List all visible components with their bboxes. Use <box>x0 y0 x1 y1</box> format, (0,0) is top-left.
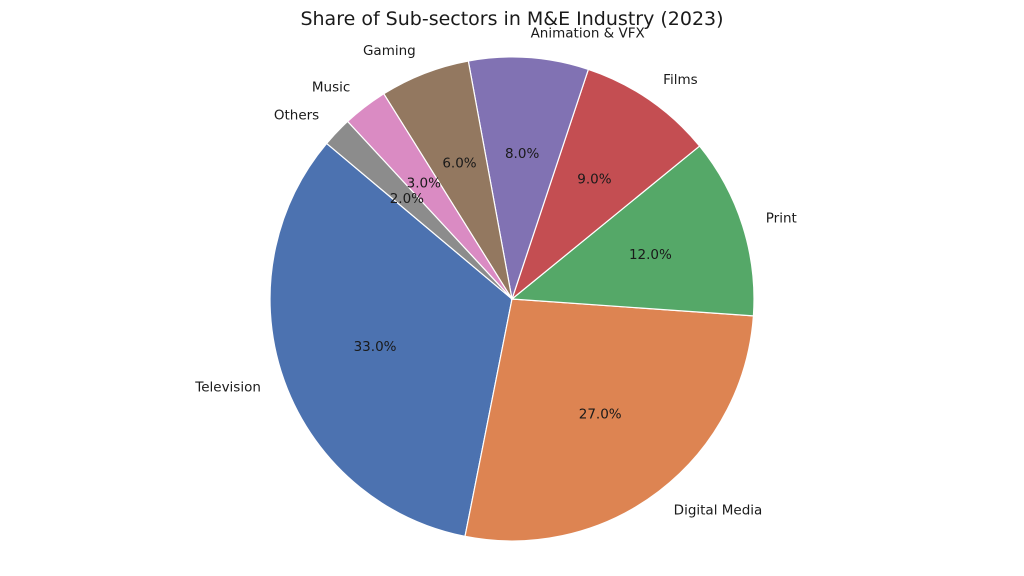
slice-percent-music: 3.0% <box>407 176 441 192</box>
slice-label-digital-media: Digital Media <box>674 502 763 518</box>
slice-label-gaming: Gaming <box>363 43 416 59</box>
slice-percent-others: 2.0% <box>390 191 424 207</box>
slice-label-music: Music <box>312 80 350 96</box>
pie-slice-films <box>510 68 701 301</box>
pie-slice-animation-and-vfx <box>467 56 590 300</box>
pie-slice-print <box>510 145 755 317</box>
chart-title: Share of Sub-sectors in M&E Industry (20… <box>300 8 723 30</box>
slice-label-television: Television <box>194 379 261 395</box>
slice-label-films: Films <box>663 72 697 88</box>
slice-percent-digital-media: 27.0% <box>579 406 622 422</box>
pie-labels: Television 33.0% Digital Media 27.0% Print 12… <box>194 25 797 518</box>
pie-slice-television <box>269 142 513 538</box>
pie-slices <box>269 56 755 542</box>
pie-slice-others <box>325 120 513 300</box>
slice-label-animation-and-vfx: Animation & VFX <box>531 25 645 41</box>
slice-percent-television: 33.0% <box>354 339 397 355</box>
slice-percent-gaming: 6.0% <box>442 156 476 172</box>
slice-percent-animation-and-vfx: 8.0% <box>505 146 539 162</box>
slice-label-print: Print <box>766 211 797 227</box>
slice-percent-print: 12.0% <box>629 247 672 263</box>
slice-label-others: Others <box>274 107 319 123</box>
pie-slice-digital-media <box>464 298 755 542</box>
slice-percent-films: 9.0% <box>577 171 611 187</box>
